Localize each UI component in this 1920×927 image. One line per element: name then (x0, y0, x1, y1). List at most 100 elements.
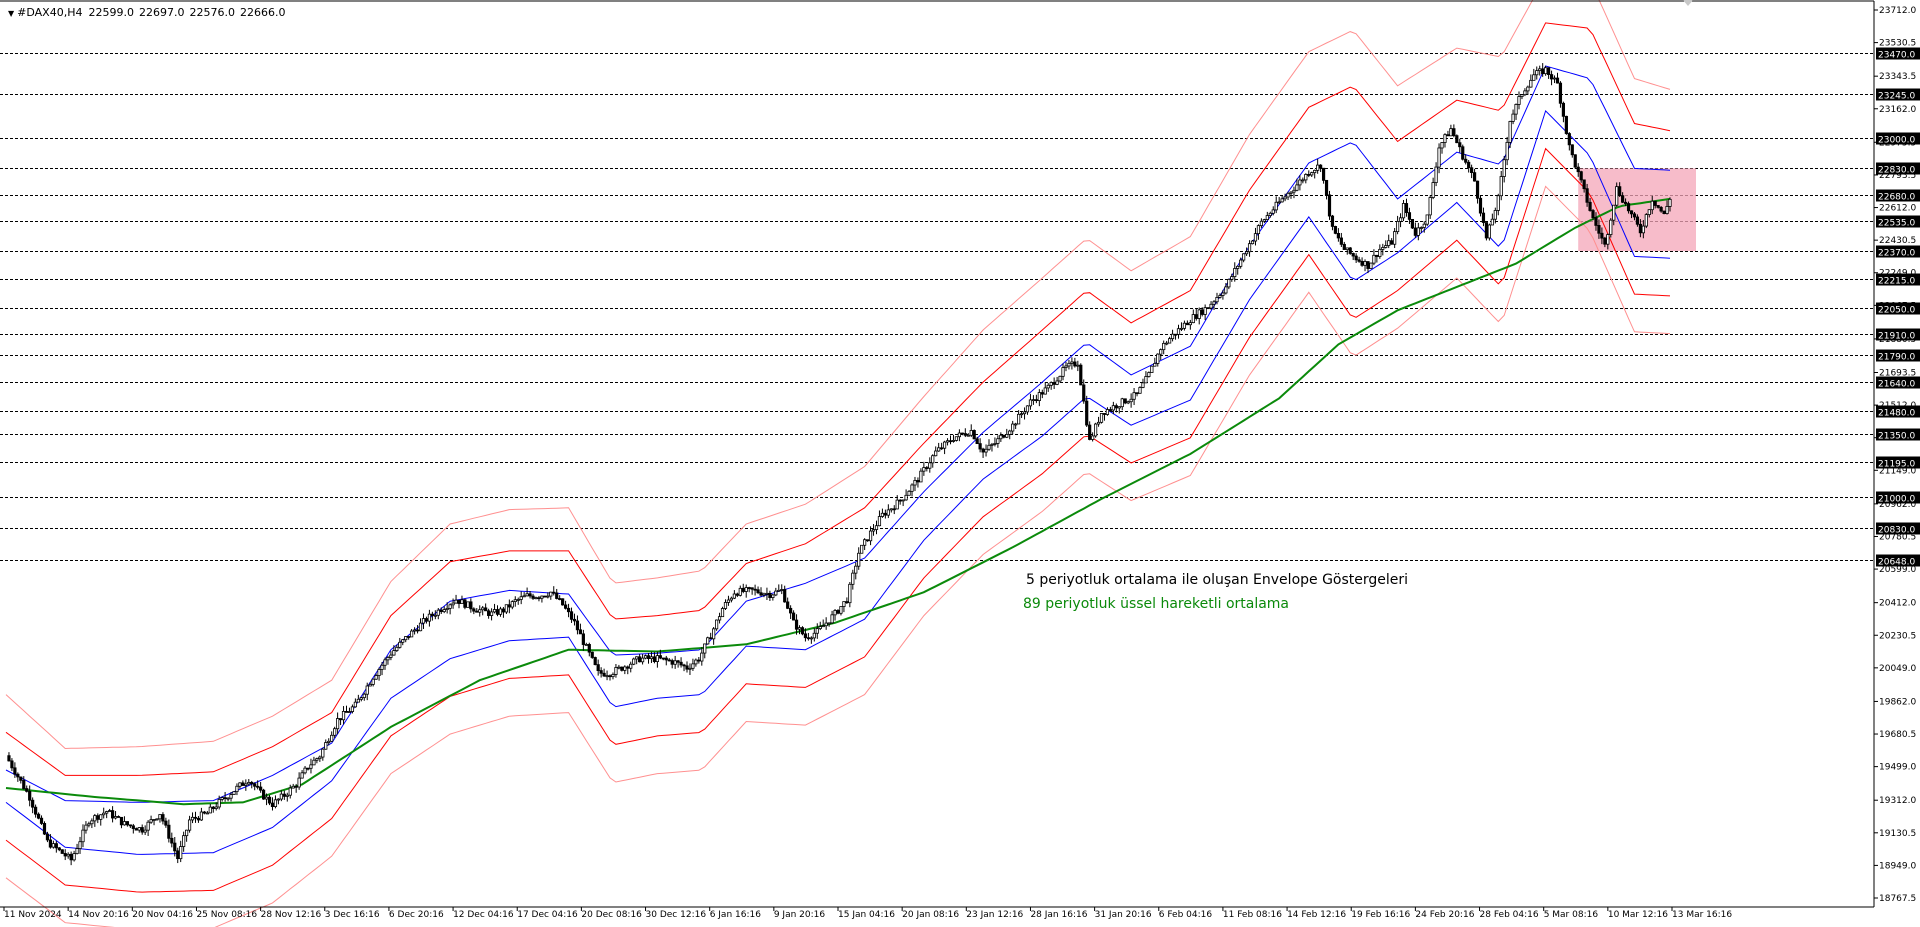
candle-body (291, 785, 295, 789)
candle-body (173, 842, 177, 852)
candle-body (72, 853, 76, 861)
candle-body (504, 604, 508, 613)
candle-body (1396, 221, 1400, 233)
candle-body (916, 480, 920, 483)
candle-body (608, 675, 612, 678)
candle-body (1150, 365, 1154, 373)
candle-body (759, 592, 763, 596)
candle-body (720, 608, 725, 618)
candle-body (336, 718, 340, 730)
horizontal-levels (0, 53, 1874, 561)
candle-body (1093, 423, 1098, 437)
candle-body (261, 789, 266, 800)
candle-body (1170, 333, 1175, 340)
candle-body (1105, 409, 1110, 415)
candle-body (691, 663, 695, 669)
candle-body (1384, 245, 1388, 248)
candle-body (1585, 188, 1589, 203)
candle-body (1475, 180, 1480, 199)
candle-body (649, 656, 654, 660)
candle-body (344, 711, 349, 713)
candle-body (140, 827, 144, 833)
candle-body (1647, 209, 1651, 215)
candle-body (1561, 102, 1566, 117)
candle-body (513, 599, 517, 602)
candle-body (1626, 203, 1631, 212)
time-axis[interactable]: 11 Nov 2024 14 Nov 20:16 20 Nov 04:16 25 No… (3, 907, 1732, 920)
candle-body (96, 815, 100, 820)
candle-body (226, 797, 230, 800)
y-tick-label: 20962.0 (1879, 500, 1916, 510)
level-label-bg (1876, 522, 1920, 535)
candle-body (898, 499, 902, 502)
candle-body (1088, 424, 1092, 440)
candle-body (190, 816, 195, 821)
candle-body (1656, 205, 1660, 208)
candle-body (975, 438, 979, 445)
x-tick-label: 20 Nov 04:16 (132, 910, 193, 920)
candle-body (735, 593, 739, 596)
x-tick-label: 13 Mar 16:16 (1672, 910, 1732, 920)
candle-body (288, 787, 292, 796)
candle-body (1052, 382, 1056, 385)
candle-body (1505, 141, 1509, 161)
candle-body (1609, 219, 1613, 235)
chart-shift-marker-icon[interactable] (1683, 0, 1693, 6)
candle-body (1404, 203, 1409, 214)
candle-body (880, 512, 885, 517)
candle-body (498, 608, 503, 615)
candle-body (901, 499, 905, 502)
candle-body (1635, 216, 1640, 225)
candle-body (176, 850, 180, 860)
level-label: 21640.0 (1878, 380, 1915, 390)
candle-body (119, 816, 124, 826)
candle-body (797, 627, 802, 630)
candle-body (558, 598, 562, 600)
candle-body (1354, 255, 1358, 261)
candle-body (105, 811, 109, 814)
candle-body (368, 683, 372, 687)
candle-body (848, 583, 852, 604)
candle-body (1126, 401, 1130, 404)
candle-body (552, 591, 556, 594)
candle-body (1321, 167, 1326, 181)
candle-body (1603, 237, 1607, 245)
candle-body (102, 812, 106, 816)
candle-body (442, 609, 446, 613)
candle-body (765, 592, 769, 595)
candle-body (466, 601, 470, 608)
candle-body (1162, 342, 1166, 351)
candle-body (1481, 212, 1486, 223)
candle-body (1490, 218, 1494, 226)
candle-body (1156, 353, 1160, 364)
candle-body (646, 655, 651, 660)
dropdown-arrow-icon[interactable]: ▼ (8, 9, 15, 18)
candle-body (1591, 210, 1595, 218)
candle-body (561, 598, 565, 606)
candle-body (489, 611, 494, 616)
candle-body (187, 819, 192, 831)
candle-body (1401, 203, 1406, 219)
candle-body (34, 806, 38, 815)
candle-body (1212, 301, 1216, 305)
candle-body (1197, 309, 1201, 319)
candle-body (1567, 133, 1571, 146)
candle-body (1458, 142, 1462, 148)
candle-body (1493, 210, 1497, 220)
candle-body (682, 664, 686, 667)
candle-body (350, 706, 355, 712)
candle-body (1236, 265, 1240, 269)
candle-body (1339, 237, 1343, 245)
candle-body (1467, 161, 1471, 169)
candle-body (1005, 434, 1009, 438)
candle-body (1268, 212, 1272, 216)
candle-body (981, 448, 985, 453)
candle-body (380, 664, 384, 670)
candle-body (1301, 179, 1305, 182)
candle-body (196, 817, 201, 821)
candle-body (756, 589, 760, 594)
chart-header: ▼ #DAX40,H4 22599.0 22697.0 22576.0 22666.0 (8, 6, 290, 19)
candle-body (1034, 399, 1038, 402)
y-tick-label: 20599.0 (1879, 565, 1916, 575)
